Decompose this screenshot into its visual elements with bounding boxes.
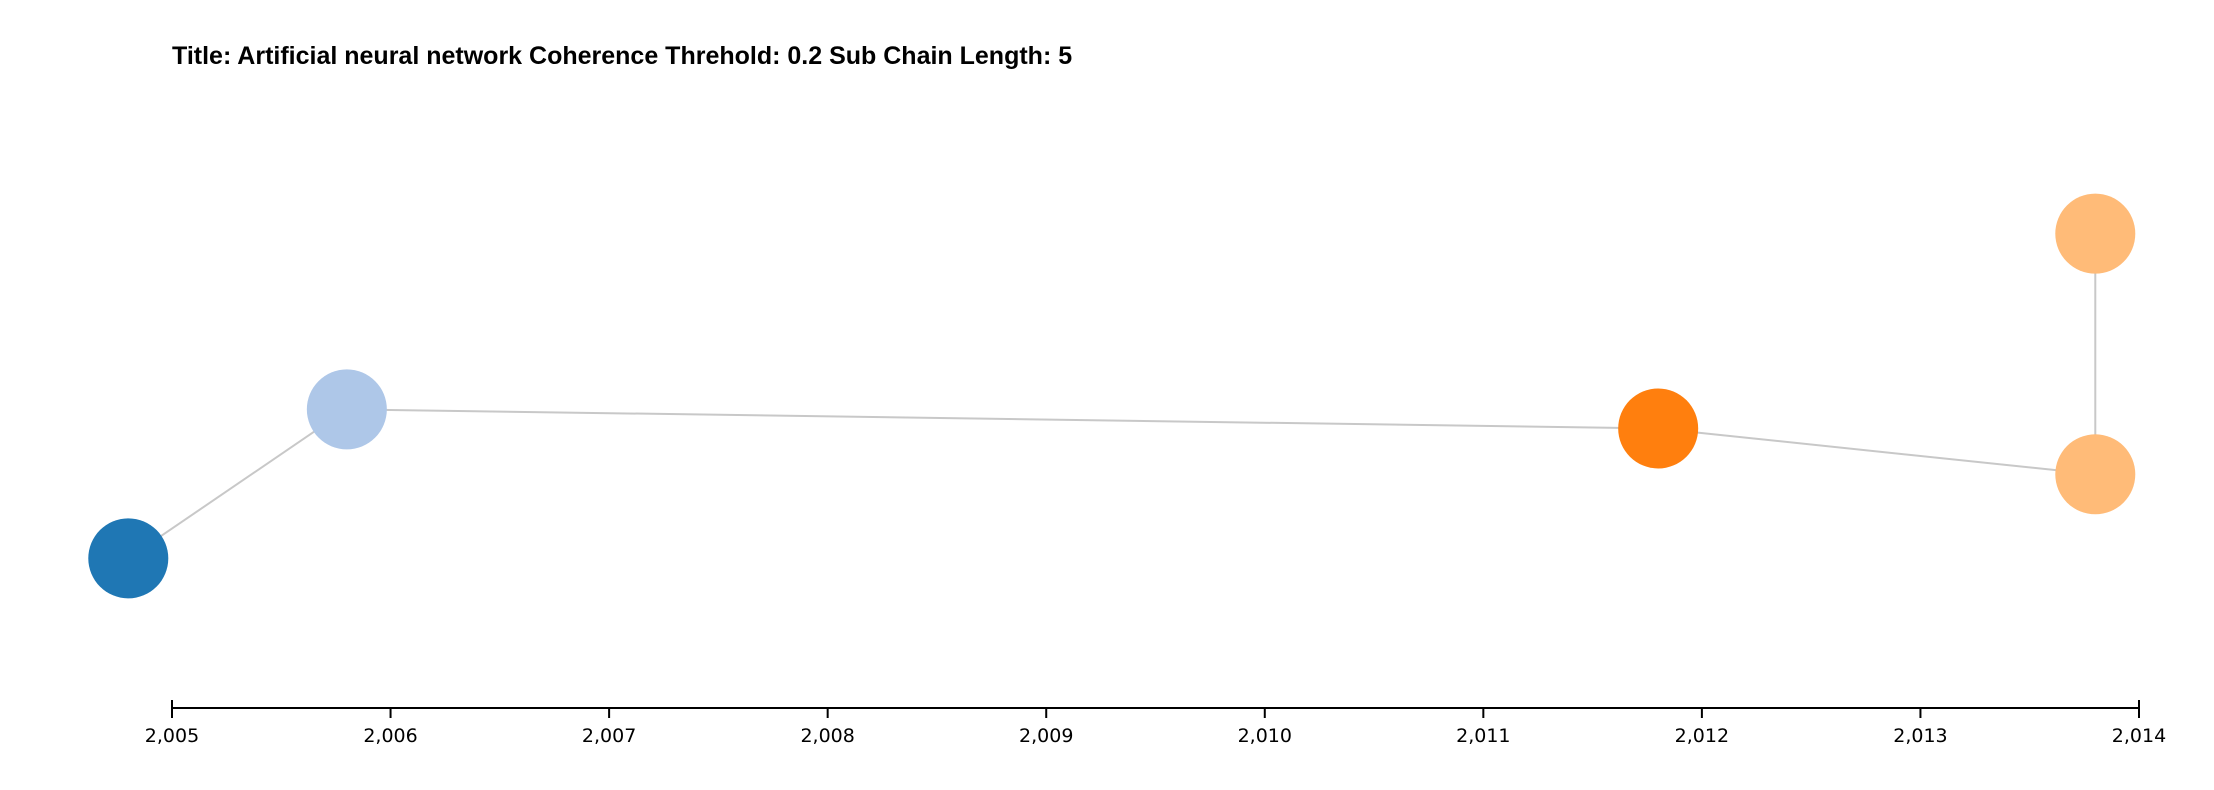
x-tick-label: 2,012 bbox=[1675, 725, 1729, 747]
chain-node-0[interactable] bbox=[88, 518, 169, 599]
x-tick-label: 2,007 bbox=[582, 725, 636, 747]
x-tick-label: 2,011 bbox=[1456, 725, 1510, 747]
chain-node-1[interactable] bbox=[306, 369, 387, 450]
chain-link-2 bbox=[1658, 427, 2096, 476]
x-tick-label: 2,009 bbox=[1019, 725, 1073, 747]
chain-link-0 bbox=[127, 408, 348, 560]
chain-node-4[interactable] bbox=[2055, 193, 2136, 274]
links-layer bbox=[127, 233, 2097, 560]
chart-title: Title: Artificial neural network Coheren… bbox=[172, 42, 1073, 70]
x-axis-line bbox=[171, 700, 2140, 709]
x-tick-label: 2,010 bbox=[1238, 725, 1292, 747]
x-axis: 2,005 2,006 2,007 2,008 2,009 2,010 2,011 2,012… bbox=[145, 700, 2166, 747]
chain-node-2[interactable] bbox=[1618, 388, 1699, 469]
chain-node-3[interactable] bbox=[2055, 434, 2136, 515]
x-tick-label: 2,013 bbox=[1893, 725, 1947, 747]
nodes-layer bbox=[88, 193, 2136, 599]
x-tick-label: 2,005 bbox=[145, 725, 199, 747]
x-tick-label: 2,006 bbox=[363, 725, 417, 747]
chain-link-1 bbox=[346, 408, 1659, 430]
x-tick-label: 2,014 bbox=[2112, 725, 2166, 747]
x-tick-label: 2,008 bbox=[800, 725, 854, 747]
